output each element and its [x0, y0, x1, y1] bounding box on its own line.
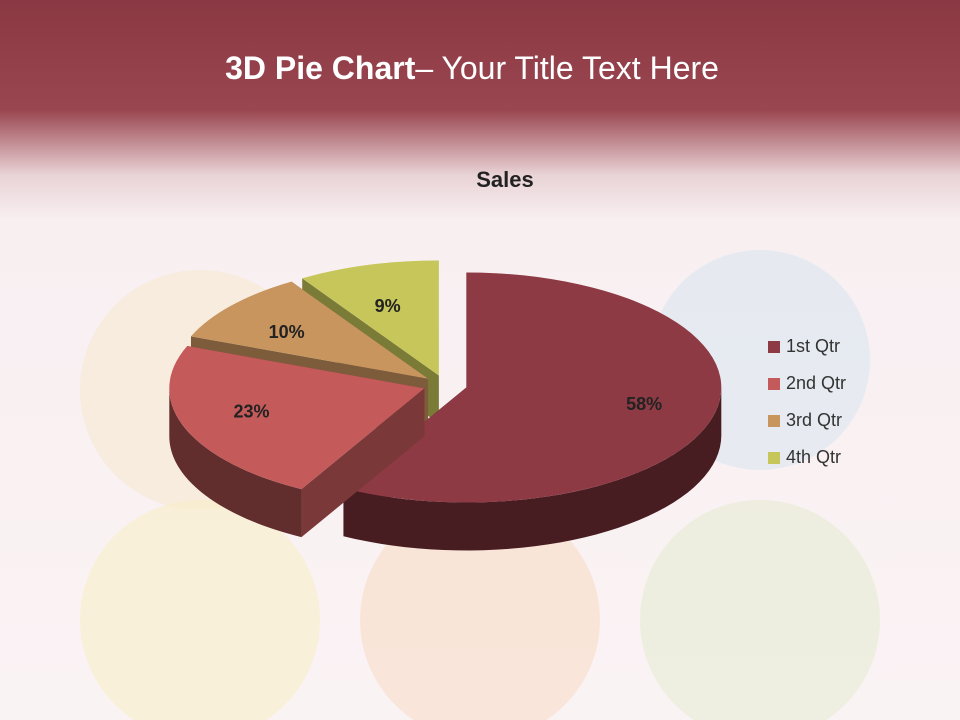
- slice-wall: [343, 387, 722, 551]
- chart-title: Sales: [476, 167, 534, 192]
- legend-label: 4th Qtr: [786, 447, 841, 467]
- slice-top: [343, 272, 722, 503]
- decor: [640, 500, 880, 720]
- slice-top: [169, 346, 425, 490]
- pie-slice: [343, 272, 722, 551]
- legend-label: 1st Qtr: [786, 336, 840, 356]
- title-rest: – Your Title Text Here: [415, 50, 719, 86]
- decor: [80, 500, 320, 720]
- data-label: 23%: [234, 401, 270, 421]
- legend-label: 3rd Qtr: [786, 410, 842, 430]
- data-label: 58%: [626, 394, 662, 414]
- decor: [360, 500, 600, 720]
- legend-swatch: [768, 378, 780, 390]
- data-label: 9%: [375, 296, 401, 316]
- pie-slice: [169, 346, 425, 538]
- legend-swatch: [768, 341, 780, 353]
- title-bold: 3D Pie Chart: [225, 50, 416, 86]
- slice-top: [190, 281, 429, 379]
- legend-swatch: [768, 415, 780, 427]
- slide-title: 3D Pie Chart– Your Title Text Here: [225, 50, 719, 86]
- data-label: 10%: [269, 322, 305, 342]
- legend-swatch: [768, 452, 780, 464]
- legend-label: 2nd Qtr: [786, 373, 846, 393]
- slice-wall: [169, 388, 302, 538]
- slice-top: [302, 260, 439, 376]
